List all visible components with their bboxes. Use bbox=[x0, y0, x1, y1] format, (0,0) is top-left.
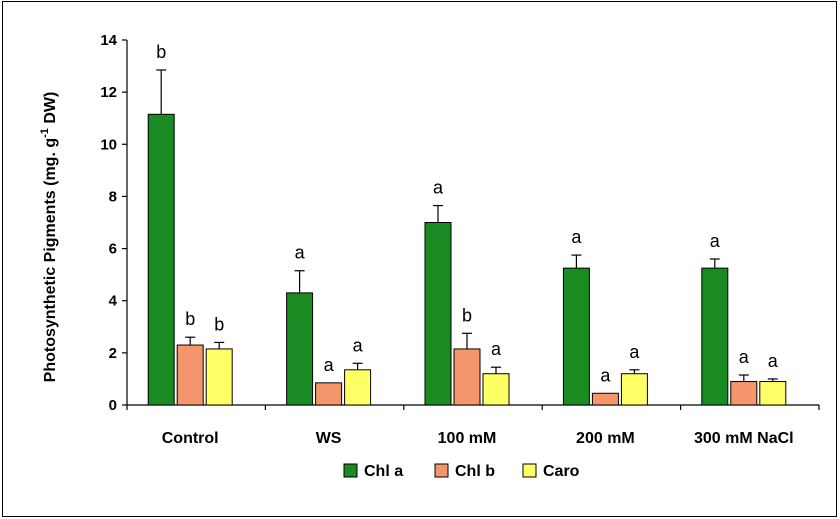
bar-chl-a bbox=[424, 222, 452, 406]
bar-caro bbox=[482, 373, 510, 406]
significance-letter: a bbox=[433, 178, 444, 198]
bar-caro bbox=[620, 373, 648, 406]
y-axis-title-main: Photosynthetic Pigments (mg. g bbox=[42, 138, 59, 382]
legend-swatch-chl-b bbox=[434, 463, 449, 478]
y-tick-label: 0 bbox=[109, 397, 117, 414]
bar-caro bbox=[759, 381, 787, 406]
x-category-label: 300 mM NaCl bbox=[694, 430, 794, 447]
significance-letter: a bbox=[600, 365, 611, 385]
y-axis-title-tail: DW) bbox=[42, 92, 59, 128]
bar-chl-b bbox=[591, 392, 619, 406]
significance-letter: b bbox=[462, 305, 472, 325]
y-tick-label: 14 bbox=[100, 32, 117, 49]
significance-letter: b bbox=[156, 42, 166, 62]
y-tick-label: 10 bbox=[100, 136, 117, 153]
significance-letter: a bbox=[353, 335, 364, 355]
x-category-label: Control bbox=[162, 430, 219, 447]
bar-chl-a bbox=[562, 267, 590, 406]
y-axis-title: Photosynthetic Pigments (mg. g-1 DW) bbox=[39, 92, 59, 383]
bar-caro bbox=[205, 348, 233, 406]
bar-chart: Photosynthetic Pigments (mg. g-1 DW) 0 2 4… bbox=[39, 32, 820, 480]
bar-chl-a bbox=[147, 113, 175, 406]
legend: Chl a Chl b Caro bbox=[343, 463, 580, 480]
bar-chl-b bbox=[453, 348, 481, 406]
legend-label-caro: Caro bbox=[543, 463, 580, 480]
x-category-label: 100 mM bbox=[438, 430, 497, 447]
legend-label-chl-a: Chl a bbox=[364, 463, 403, 480]
legend-swatch-caro bbox=[522, 463, 537, 478]
bar-chl-a bbox=[701, 267, 729, 406]
legend-label-chl-b: Chl b bbox=[455, 463, 495, 480]
bar-chl-b bbox=[176, 344, 204, 406]
significance-letter: b bbox=[214, 314, 224, 334]
significance-letter: a bbox=[710, 231, 721, 251]
significance-letter: a bbox=[768, 351, 779, 371]
x-category-label: WS bbox=[316, 430, 342, 447]
y-tick-label: 2 bbox=[109, 345, 117, 362]
significance-letter: a bbox=[295, 243, 306, 263]
y-tick-label: 4 bbox=[109, 293, 118, 310]
legend-swatch-chl-a bbox=[343, 463, 358, 478]
significance-letter: a bbox=[739, 347, 750, 367]
y-tick-label: 12 bbox=[100, 84, 117, 101]
significance-letter: a bbox=[491, 339, 502, 359]
bar-caro bbox=[344, 369, 372, 406]
x-category-label: 200 mM bbox=[576, 430, 635, 447]
significance-letter: b bbox=[185, 309, 195, 329]
bar-chl-b bbox=[730, 381, 758, 406]
bar-chl-a bbox=[286, 292, 314, 406]
significance-letter: a bbox=[629, 342, 640, 362]
significance-letter: a bbox=[324, 355, 335, 375]
y-tick-label: 6 bbox=[109, 241, 117, 258]
y-axis-title-superscript: -1 bbox=[39, 128, 51, 138]
y-tick-label: 8 bbox=[109, 188, 117, 205]
bar-chl-b bbox=[315, 382, 343, 406]
significance-letter: a bbox=[571, 227, 582, 247]
